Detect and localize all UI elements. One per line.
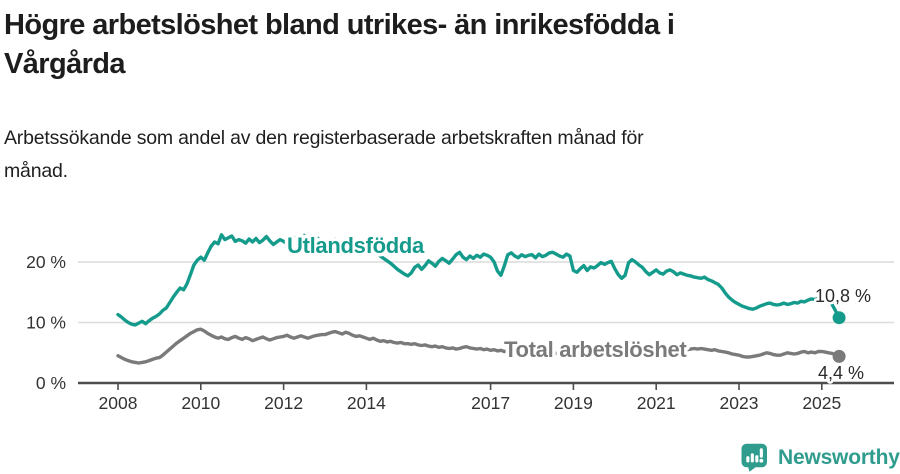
logo-bar-2 [750,453,754,463]
x-tick-label: 2017 [471,393,510,413]
utlandsfodda-end-value: 10,8 % [815,286,871,306]
chart-subtitle-line2: månad. [4,160,68,182]
logo-exclamation-stem [759,448,763,458]
chart-subtitle: Arbetssökande som andel av den registerb… [4,122,860,188]
line-chart-svg: 0 % 10 % 20 % 2008 2010 2012 2014 2017 2019 2021 2… [26,230,894,413]
newsworthy-logo-icon [741,443,767,472]
total-arbetsloshet-end-value: 4,4 % [818,363,864,383]
logo-exclamation-dot [759,458,764,463]
utlandsfodda-line [116,233,841,327]
line-chart: 0 % 10 % 20 % 2008 2010 2012 2014 2017 2019 2021 2… [0,198,900,438]
end-dot [832,349,846,363]
x-tick-label: 2010 [181,393,220,413]
page-title-line2: Vårgårda [4,48,126,80]
brand-name: Newsworthy [778,445,900,469]
y-tick-label: 0 % [36,373,66,393]
y-tick-label: 20 % [26,252,66,272]
total-arbetsloshet-label: Total arbetslöshet [504,337,687,362]
page-title-line1: Högre arbetslöshet bland utrikes- än inr… [4,9,675,41]
brand-footer: Newsworthy [740,443,900,472]
logo-bar-1 [746,456,750,463]
x-tick-label: 2014 [347,393,386,413]
logo-bar-3 [755,455,759,463]
utlandsfodda-label: Utlandsfödda [287,233,425,258]
page-title: Högre arbetslöshet bland utrikes- än inr… [4,6,892,84]
x-tick-label: 2008 [99,393,138,413]
x-tick-label: 2012 [264,393,303,413]
y-tick-label: 10 % [26,313,66,333]
end-dot [832,311,846,325]
total-arbetsloshet-line [116,327,841,365]
x-tick-label: 2019 [554,393,593,413]
x-tick-label: 2023 [720,393,759,413]
x-tick-label: 2021 [637,393,676,413]
chart-subtitle-line1: Arbetssökande som andel av den registerb… [4,127,644,149]
x-tick-label: 2025 [802,393,841,413]
